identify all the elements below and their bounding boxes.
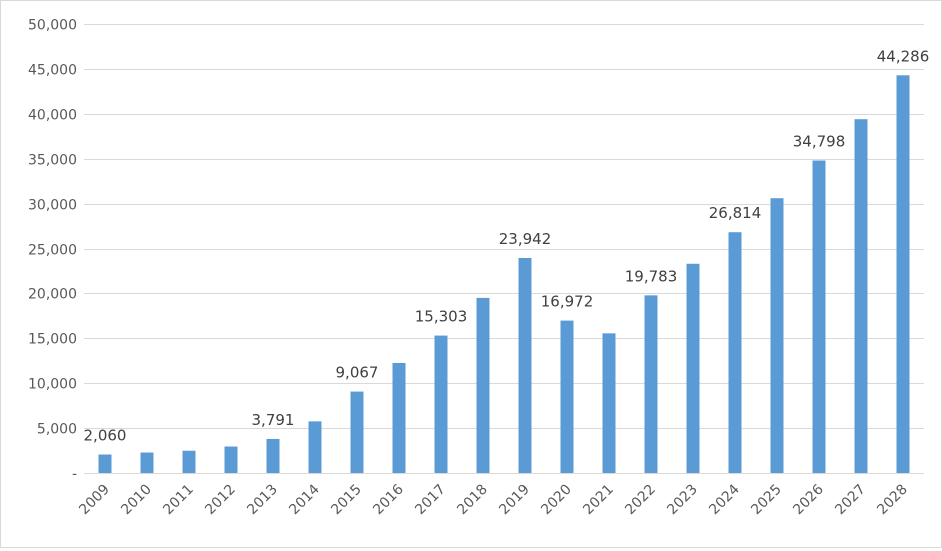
x-tick-label: 2024 xyxy=(706,481,743,518)
x-tick-label: 2018 xyxy=(454,482,491,519)
bar-2028 xyxy=(896,75,910,474)
bar-2018 xyxy=(476,297,490,473)
x-tick-label: 2017 xyxy=(412,482,449,519)
data-label: 2,060 xyxy=(84,427,127,445)
data-label: 44,286 xyxy=(877,47,930,65)
bar-2023 xyxy=(686,263,700,473)
x-tick-label: 2028 xyxy=(874,482,911,519)
x-tick-label: 2020 xyxy=(538,482,575,519)
y-tick-label: 5,000 xyxy=(37,422,77,438)
bar-2010 xyxy=(140,452,154,473)
bar-2017 xyxy=(434,335,448,473)
data-label: 15,303 xyxy=(415,308,468,326)
x-tick-label: 2027 xyxy=(832,482,869,519)
x-axis-tick-labels: 2009 2010 2011 2012 2013 2014 2015 2016 2017 2018… xyxy=(76,481,911,518)
bar-2027 xyxy=(854,119,868,474)
x-tick-label: 2014 xyxy=(286,481,323,518)
bars xyxy=(98,75,910,474)
y-tick-label: 30,000 xyxy=(28,198,77,214)
x-tick-label: 2010 xyxy=(118,482,155,519)
y-tick-label: 15,000 xyxy=(28,332,77,348)
bar-2024 xyxy=(728,232,742,473)
x-tick-label: 2021 xyxy=(580,482,617,519)
y-tick-label: 50,000 xyxy=(28,18,77,34)
bar-2013 xyxy=(266,438,280,473)
y-tick-label: - xyxy=(72,467,77,483)
x-tick-label: 2013 xyxy=(244,482,281,519)
y-tick-label: 10,000 xyxy=(28,377,77,393)
data-label: 26,814 xyxy=(709,204,762,222)
x-tick-label: 2019 xyxy=(496,482,533,519)
y-tick-label: 25,000 xyxy=(28,243,77,259)
data-label: 34,798 xyxy=(793,133,846,151)
data-label: 19,783 xyxy=(625,267,678,285)
x-tick-label: 2011 xyxy=(160,482,197,519)
x-tick-label: 2009 xyxy=(76,482,113,519)
bar-2012 xyxy=(224,446,238,473)
bar-2011 xyxy=(182,450,196,473)
bar-2014 xyxy=(308,421,322,473)
y-tick-label: 45,000 xyxy=(28,63,77,79)
x-tick-label: 2016 xyxy=(370,481,407,518)
bar-2009 xyxy=(98,454,112,473)
x-tick-label: 2015 xyxy=(328,482,365,519)
data-label: 9,067 xyxy=(336,364,379,382)
bar-2021 xyxy=(602,333,616,473)
x-tick-label: 2022 xyxy=(622,482,659,519)
bar-2022 xyxy=(644,295,658,473)
y-tick-label: 40,000 xyxy=(28,108,77,124)
bar-2026 xyxy=(812,160,826,473)
bar-2020 xyxy=(560,320,574,473)
data-label: 3,791 xyxy=(252,411,295,429)
y-tick-label: 35,000 xyxy=(28,153,77,169)
data-label: 23,942 xyxy=(499,230,552,248)
gridlines xyxy=(84,24,924,474)
bar-2019 xyxy=(518,258,532,473)
bar-2025 xyxy=(770,198,784,473)
y-axis-tick-labels: - 5,000 10,000 15,000 20,000 25,000 30,000 35,0… xyxy=(28,18,77,483)
data-label: 16,972 xyxy=(541,293,594,311)
bar-2016 xyxy=(392,362,406,473)
x-tick-label: 2026 xyxy=(790,481,827,518)
bar-2015 xyxy=(350,391,364,473)
y-tick-label: 20,000 xyxy=(28,287,77,303)
data-labels: 2,060 3,791 9,067 15,303 23,942 16,972 19,783 2… xyxy=(84,47,930,444)
x-tick-label: 2012 xyxy=(202,482,239,519)
x-tick-label: 2023 xyxy=(664,482,701,519)
x-tick-label: 2025 xyxy=(748,482,785,519)
